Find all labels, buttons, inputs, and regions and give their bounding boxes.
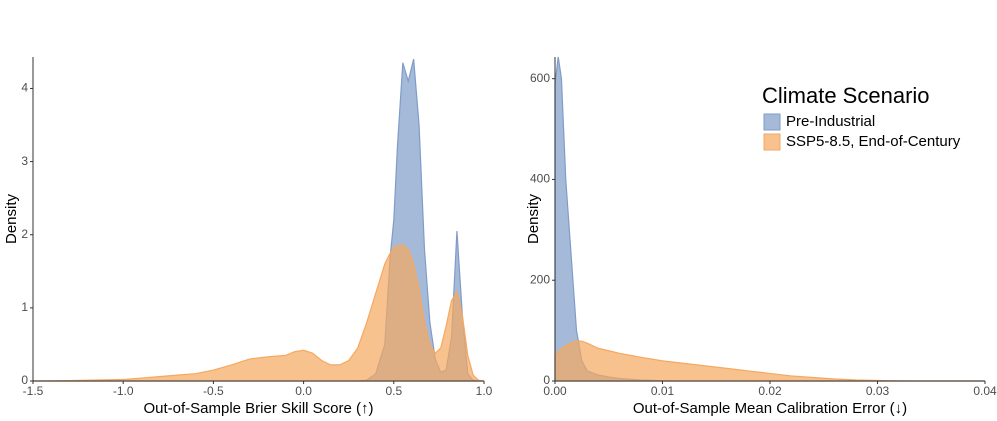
y-tick-label: 200: [530, 272, 550, 286]
x-tick-label: 0.04: [973, 384, 997, 398]
y-tick-label: 4: [21, 81, 28, 95]
y-tick-label: 0: [543, 373, 550, 387]
x-axis-label: Out-of-Sample Brier Skill Score (↑): [143, 400, 373, 417]
y-tick-label: 600: [530, 71, 550, 85]
y-axis-label: Density: [525, 193, 542, 244]
x-axis-label: Out-of-Sample Mean Calibration Error (↓): [633, 400, 907, 417]
x-tick-label: 0.02: [758, 384, 782, 398]
legend-title: Climate Scenario: [762, 83, 930, 108]
legend-swatch: [763, 133, 781, 151]
y-tick-label: 400: [530, 172, 550, 186]
x-tick-label: -1.5: [23, 384, 44, 398]
x-tick-label: 0.00: [543, 384, 567, 398]
density-area: [32, 244, 485, 382]
x-tick-label: 0.5: [385, 384, 402, 398]
y-tick-label: 2: [21, 227, 28, 241]
x-tick-label: -1.0: [113, 384, 134, 398]
x-tick-label: 0.0: [295, 384, 312, 398]
x-tick-label: 1.0: [476, 384, 493, 398]
y-tick-label: 3: [21, 154, 28, 168]
legend-label: Pre-Industrial: [786, 113, 875, 130]
legend-label: SSP5-8.5, End-of-Century: [786, 133, 961, 150]
x-tick-label: 0.01: [651, 384, 675, 398]
y-axis-label: Density: [3, 193, 20, 244]
legend-swatch: [763, 113, 781, 131]
density-area: [554, 340, 985, 382]
y-tick-label: 1: [21, 300, 28, 314]
y-tick-label: 0: [21, 373, 28, 387]
x-tick-label: -0.5: [203, 384, 224, 398]
x-tick-label: 0.03: [866, 384, 890, 398]
